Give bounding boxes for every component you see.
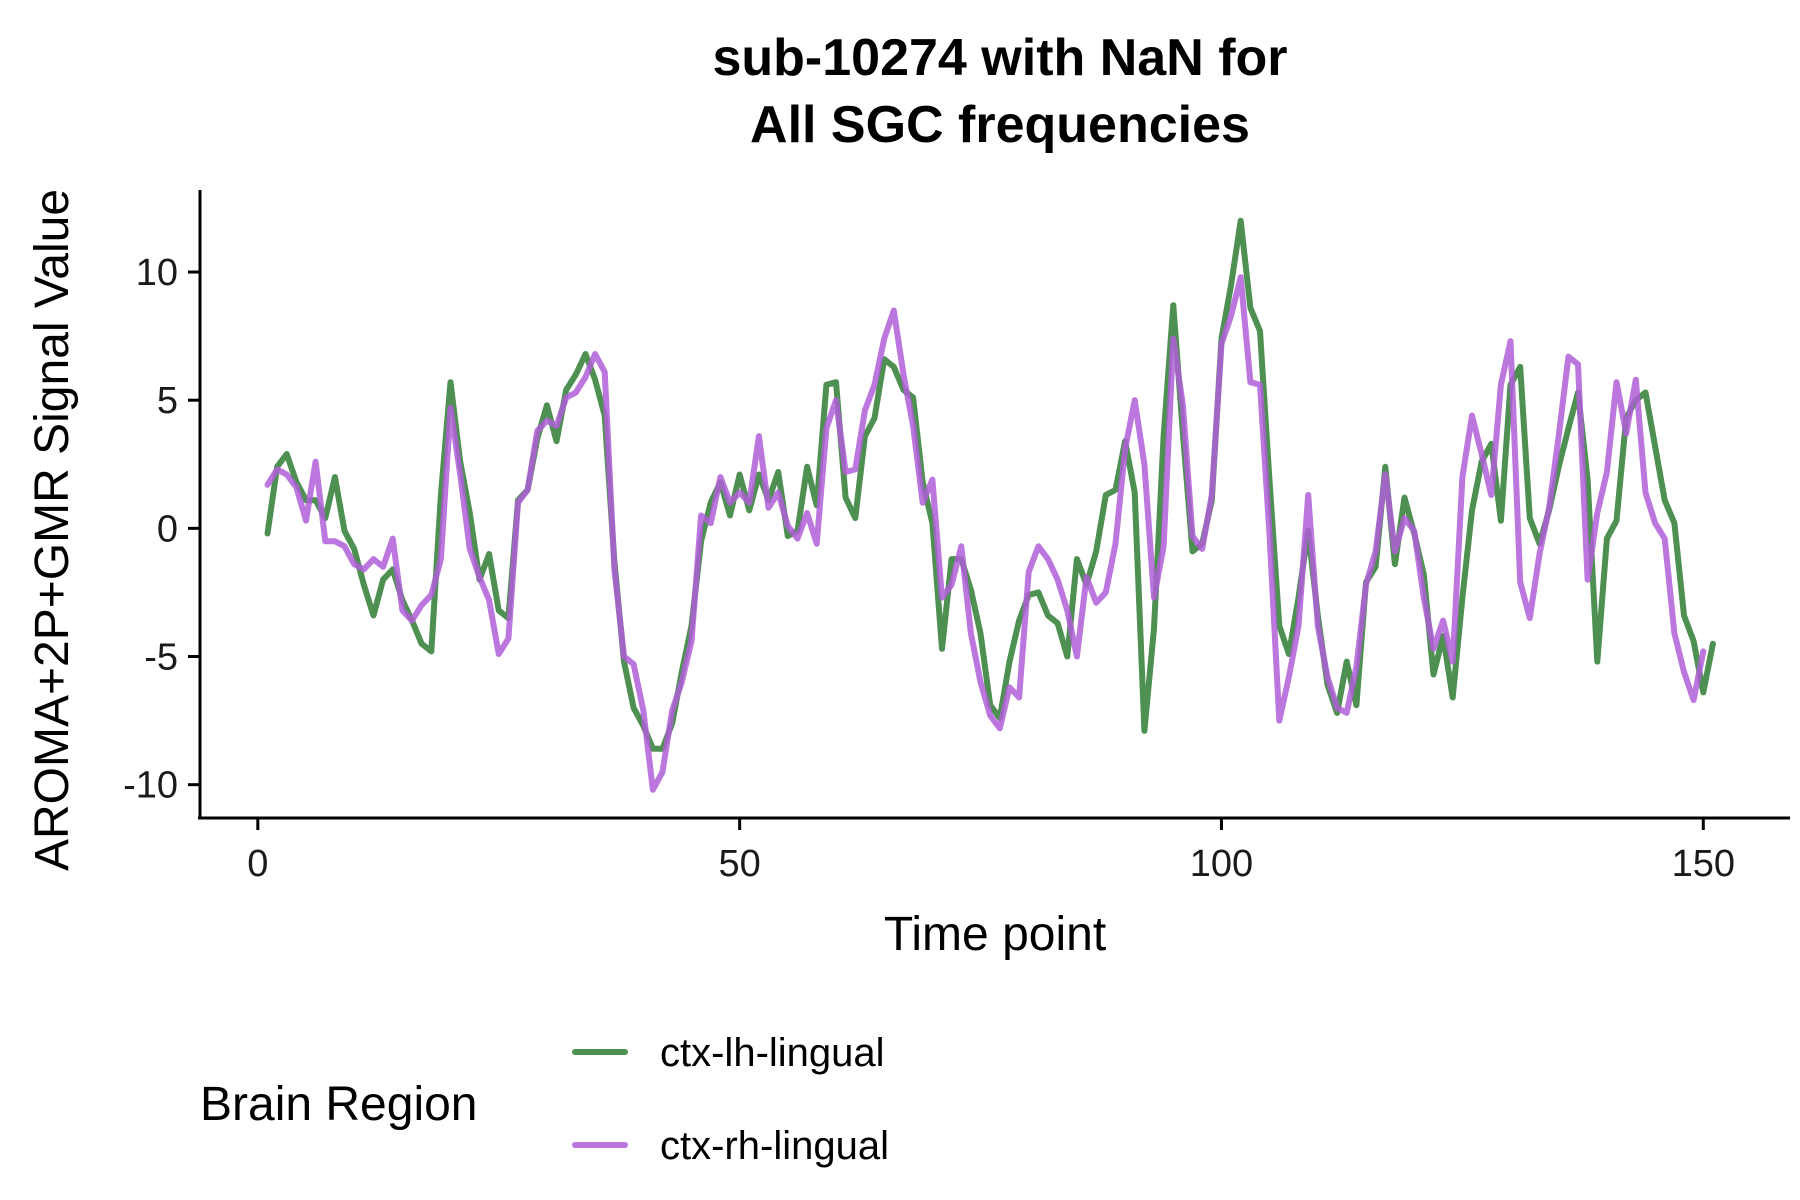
y-tick-label: 5 (157, 380, 178, 422)
x-tick-label: 150 (1672, 843, 1735, 885)
series-line-ctx-rh-lingual (264, 274, 1707, 793)
plot-series-group (264, 217, 1716, 793)
y-tick-label: -5 (144, 637, 178, 679)
series-line-ctx-lh-lingual (264, 217, 1716, 752)
x-axis-title: Time point (884, 908, 1106, 961)
x-tick-label: 100 (1190, 843, 1253, 885)
chart-title-line-1: sub-10274 with NaN for (712, 29, 1287, 87)
legend-label-ctx-lh-lingual: ctx-lh-lingual (660, 1031, 885, 1075)
y-tick-label: 10 (136, 252, 178, 294)
y-axis-ticks: -10 -5 0 5 10 (123, 252, 200, 807)
legend-title: Brain Region (200, 1078, 478, 1131)
chart-title: sub-10274 with NaN for All SGC frequenci… (712, 29, 1287, 154)
y-axis-title: AROMA+2P+GMR Signal Value (26, 189, 79, 871)
chart-title-line-2: All SGC frequencies (750, 96, 1250, 154)
y-tick-label: -10 (123, 765, 178, 807)
y-tick-label: 0 (157, 508, 178, 550)
x-tick-label: 50 (718, 843, 760, 885)
legend-label-ctx-rh-lingual: ctx-rh-lingual (660, 1124, 889, 1168)
x-axis-ticks: 0 50 100 150 (247, 818, 1735, 885)
x-tick-label: 0 (247, 843, 268, 885)
legend: Brain Region ctx-lh-lingual ctx-rh-lingu… (200, 1031, 889, 1168)
